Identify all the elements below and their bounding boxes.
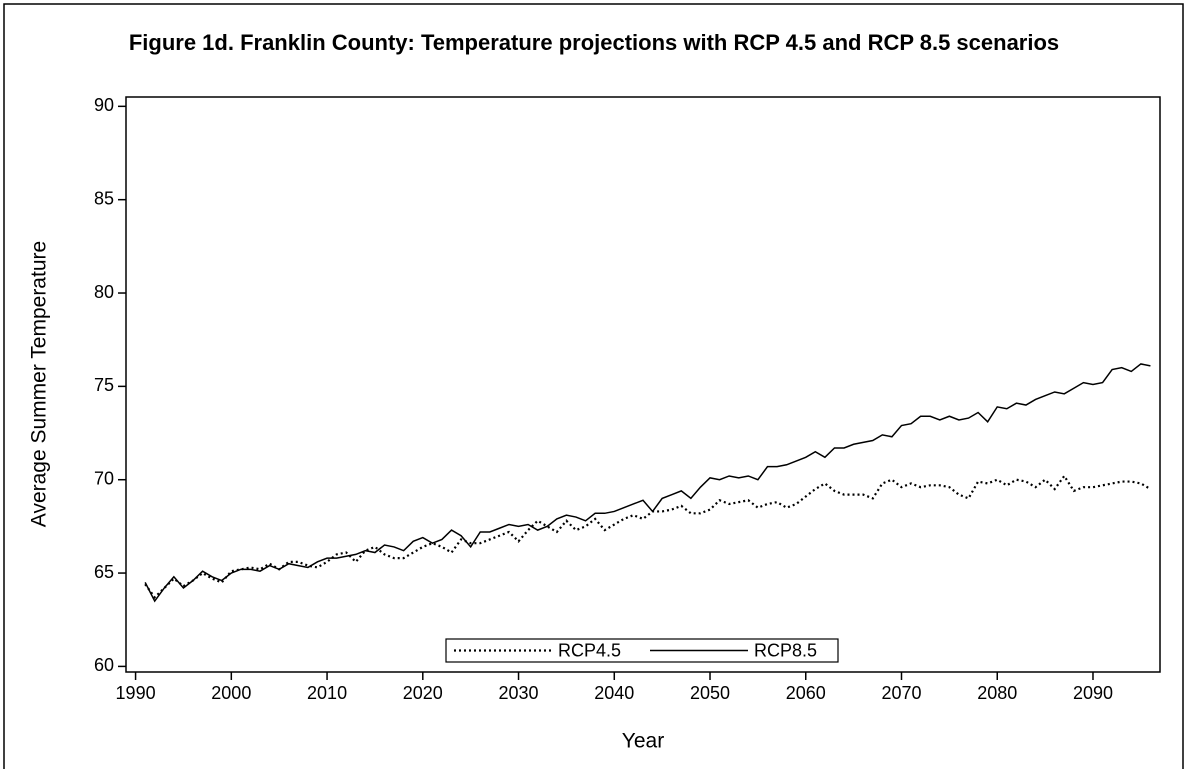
legend-label: RCP4.5 [558, 640, 621, 660]
y-tick-label: 90 [94, 95, 114, 115]
x-tick-label: 2060 [786, 683, 826, 703]
x-tick-label: 2020 [403, 683, 443, 703]
legend-label: RCP8.5 [754, 640, 817, 660]
plot-area [125, 96, 1161, 673]
chart-title: Figure 1d. Franklin County: Temperature … [128, 30, 1060, 55]
series-line [144, 363, 1151, 603]
x-tick-label: 2000 [211, 683, 251, 703]
x-tick-label: 2050 [690, 683, 730, 703]
frame [3, 3, 1184, 769]
y-tick-label: 65 [94, 562, 114, 582]
x-tick-label: 2070 [881, 683, 921, 703]
legend-box [445, 638, 839, 663]
x-axis-label: Year [622, 730, 664, 753]
x-tick-label: 1990 [116, 683, 156, 703]
x-tick-label: 2080 [977, 683, 1017, 703]
x-tick-label: 2090 [1073, 683, 1113, 703]
y-tick-label: 60 [94, 655, 114, 675]
x-tick-label: 2040 [594, 683, 634, 703]
x-tick-label: 2010 [307, 683, 347, 703]
y-tick-label: 80 [94, 282, 114, 302]
y-axis-label: Average Summer Temperature [28, 241, 51, 527]
y-tick-label: 75 [94, 375, 114, 395]
y-tick-label: 70 [94, 468, 114, 488]
x-tick-label: 2030 [499, 683, 539, 703]
y-tick-label: 85 [94, 188, 114, 208]
series-line [144, 474, 1151, 599]
